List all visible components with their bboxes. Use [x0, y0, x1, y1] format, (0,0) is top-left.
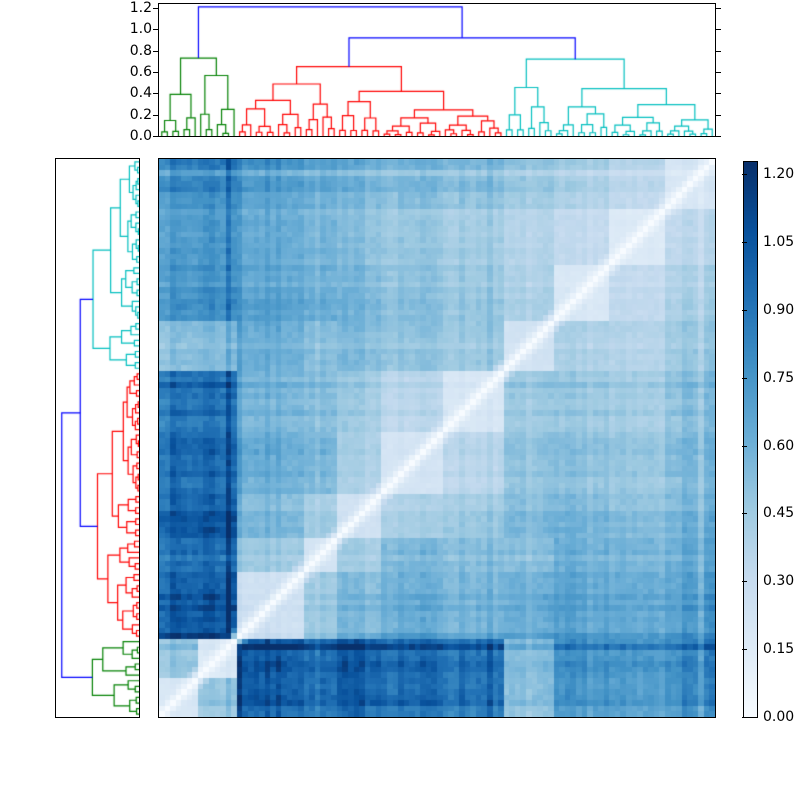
- colorbar-tick-label: 1.05: [763, 234, 795, 251]
- axis-tick: [742, 378, 747, 379]
- y-axis-tick-label: 0.0: [129, 128, 152, 144]
- axis-tick: [716, 136, 721, 137]
- axis-tick: [742, 717, 747, 718]
- axis-tick: [716, 29, 721, 30]
- heatmap-axes: [158, 158, 716, 718]
- axis-tick: [742, 649, 747, 650]
- axis-tick: [153, 115, 158, 116]
- axis-tick: [153, 51, 158, 52]
- axis-tick: [742, 513, 747, 514]
- axis-tick: [716, 93, 721, 94]
- colorbar-tick-label: 1.20: [763, 166, 795, 183]
- colorbar: [743, 161, 758, 718]
- axis-tick: [742, 446, 747, 447]
- colorbar-tick-label: 0.75: [763, 369, 795, 386]
- axis-tick: [716, 115, 721, 116]
- y-axis-tick-label: 0.2: [129, 106, 152, 123]
- y-axis-tick-label: 0.8: [129, 42, 152, 59]
- axis-tick: [153, 29, 158, 30]
- colorbar-canvas: [744, 162, 757, 717]
- axis-tick: [153, 8, 158, 9]
- colorbar-tick-label: 0.60: [763, 437, 795, 454]
- axis-tick: [716, 8, 721, 9]
- axis-tick: [153, 72, 158, 73]
- y-axis-tick-label: 0.6: [129, 63, 152, 80]
- axis-tick: [742, 581, 747, 582]
- heatmap-canvas: [159, 159, 715, 717]
- top-dendrogram-canvas: [159, 4, 715, 136]
- left-dendrogram-axes: [55, 158, 140, 718]
- axis-tick: [742, 310, 747, 311]
- colorbar-tick-label: 0.30: [763, 573, 795, 590]
- y-axis-tick-label: 1.2: [129, 0, 152, 16]
- y-axis-tick-label: 1.0: [129, 21, 152, 38]
- top-dendrogram-axes: [158, 3, 716, 137]
- left-dendrogram-canvas: [56, 159, 139, 717]
- axis-tick: [716, 51, 721, 52]
- colorbar-tick-label: 0.15: [763, 641, 795, 658]
- axis-tick: [742, 242, 747, 243]
- axis-tick: [153, 136, 158, 137]
- colorbar-tick-label: 0.00: [763, 709, 795, 725]
- y-axis-tick-label: 0.4: [129, 85, 152, 102]
- axis-tick: [742, 174, 747, 175]
- colorbar-tick-label: 0.45: [763, 505, 795, 522]
- colorbar-tick-label: 0.90: [763, 301, 795, 318]
- axis-tick: [716, 72, 721, 73]
- axis-tick: [153, 93, 158, 94]
